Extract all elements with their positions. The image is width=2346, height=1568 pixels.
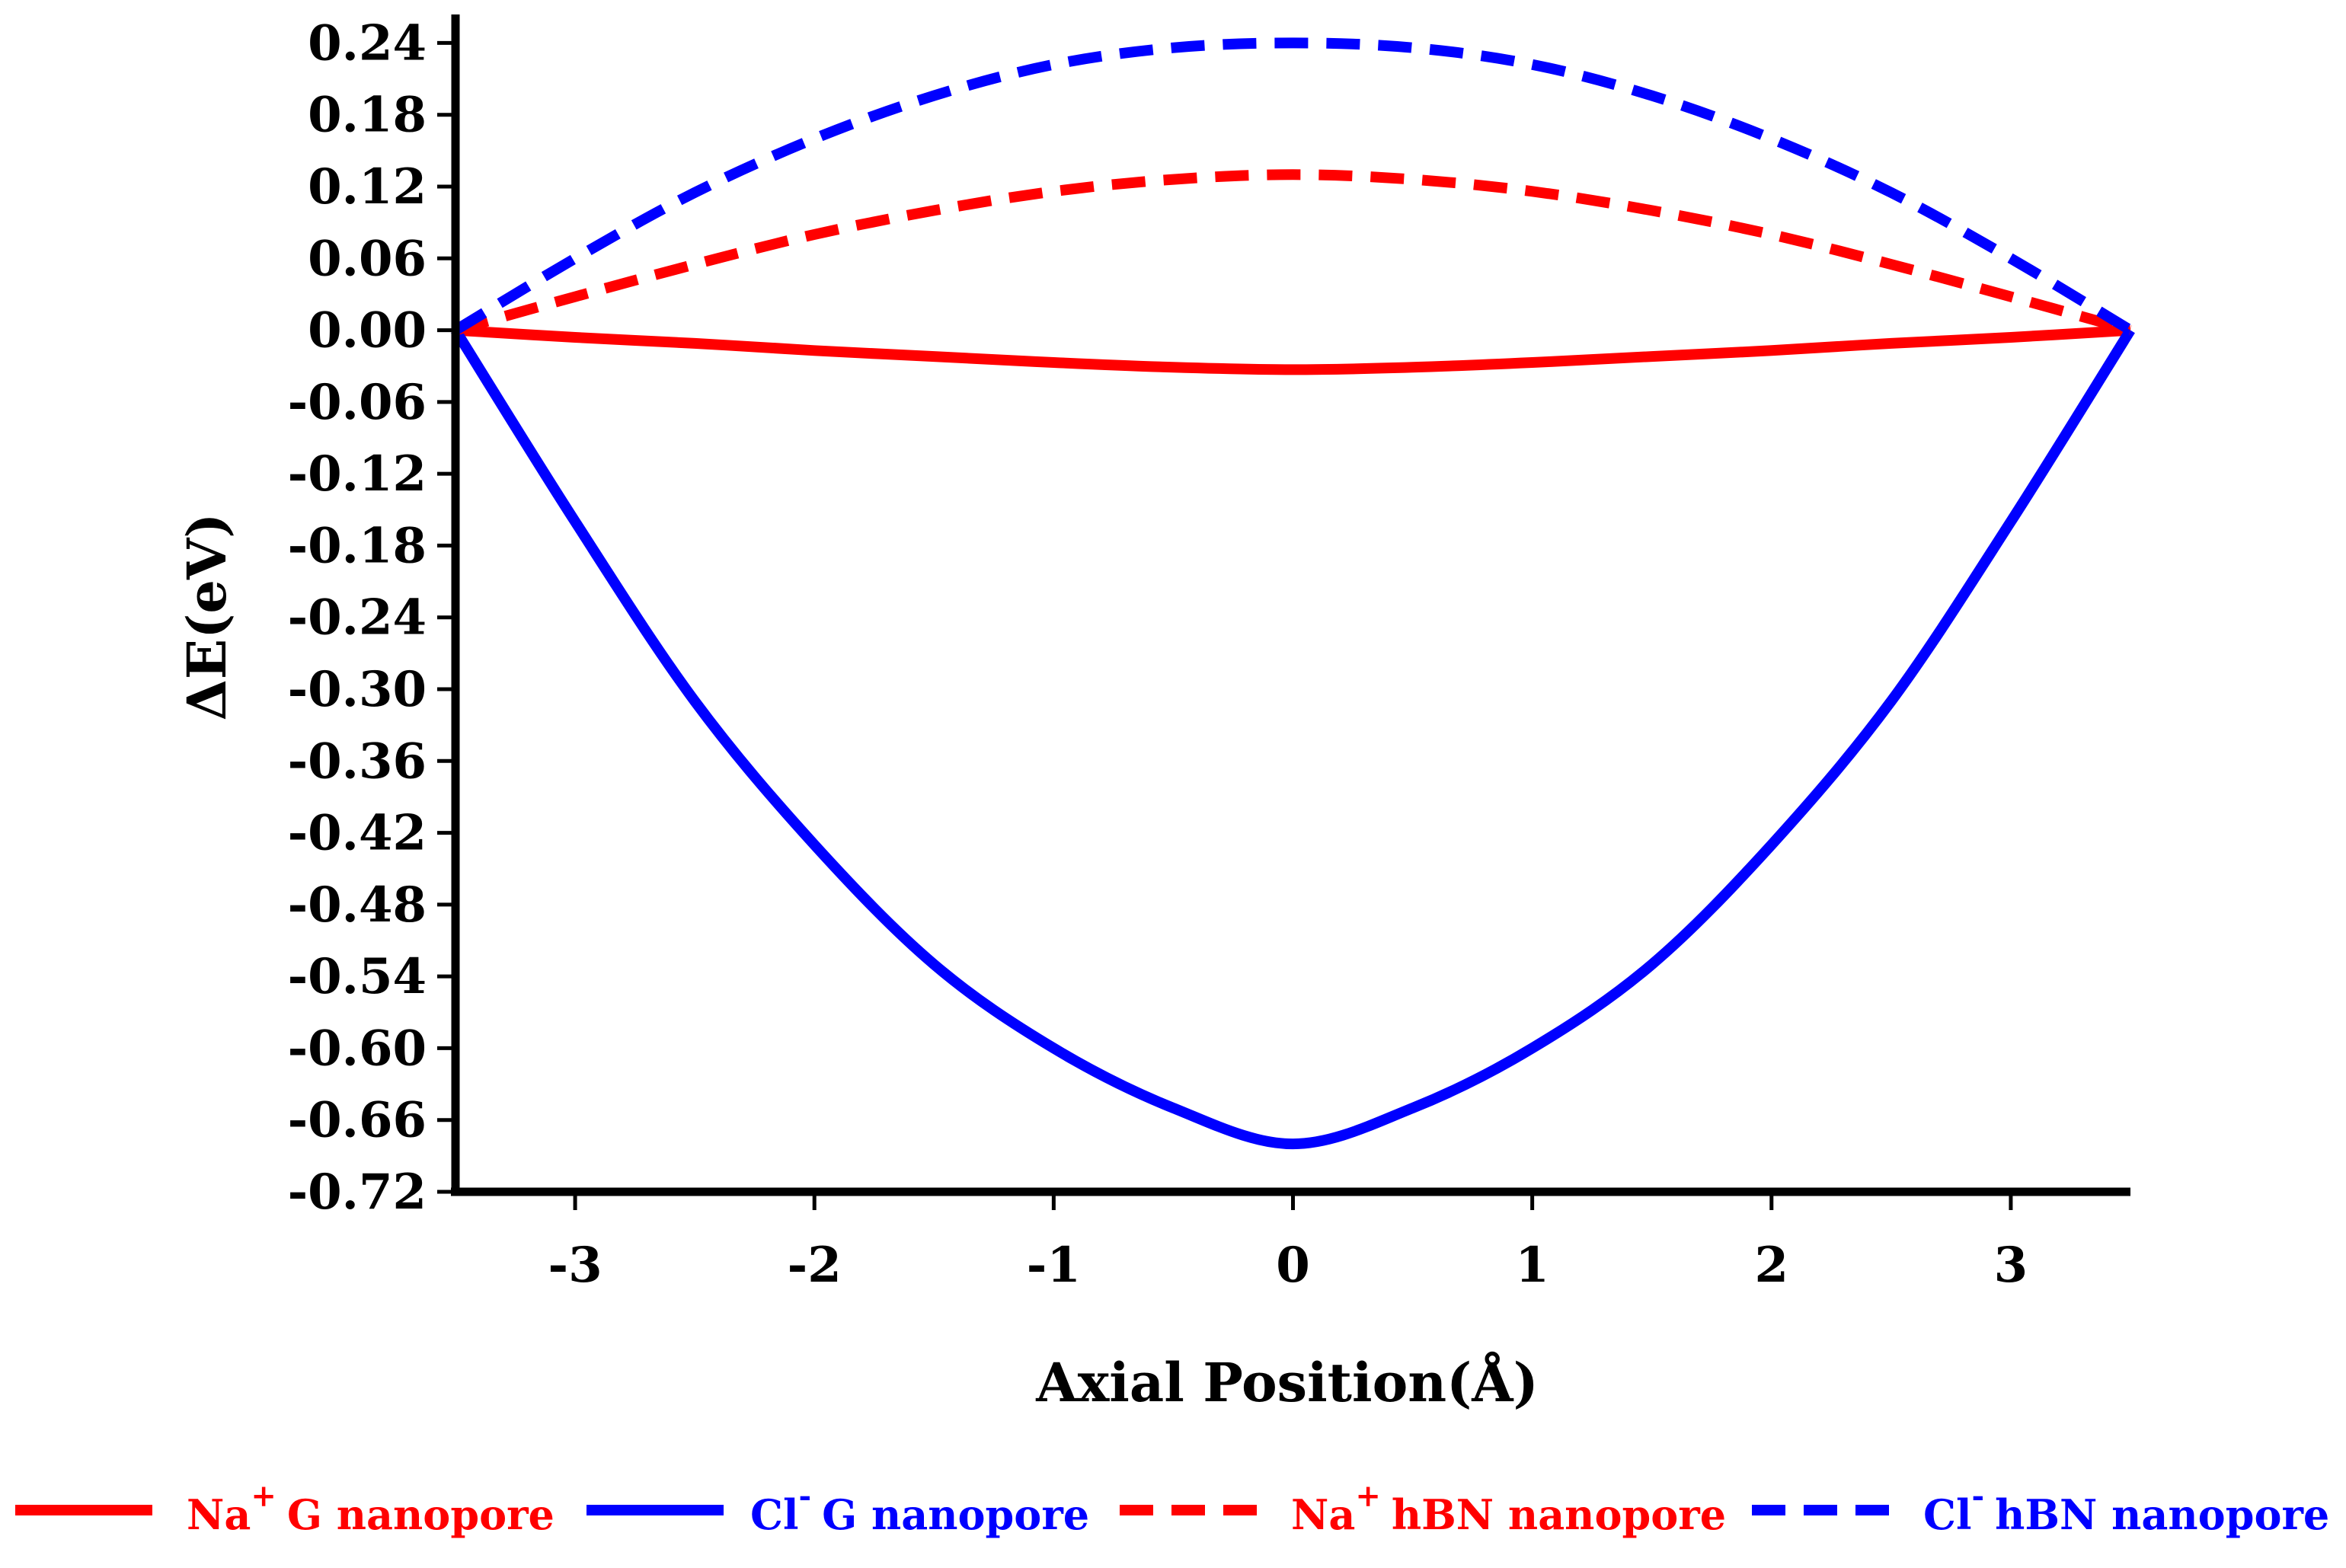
series-line-3 [454, 169, 2132, 336]
legend-charge: - [799, 1478, 812, 1514]
legend-ion: Cl [750, 1490, 799, 1539]
y-tick-label: -0.18 [288, 517, 427, 574]
legend-ion: Na [187, 1490, 251, 1539]
legend-ion: Cl [1923, 1490, 1972, 1539]
x-tick-label: 1 [1515, 1237, 1549, 1294]
y-tick-label: -0.54 [288, 948, 427, 1005]
y-tick-label: -0.48 [288, 877, 427, 934]
y-tick-label: 0.18 [308, 87, 427, 144]
y-tick-label: -0.72 [288, 1164, 427, 1221]
legend-charge: - [1972, 1478, 1985, 1514]
y-tick-label: -0.06 [288, 374, 427, 431]
x-axis-title: Axial Position(Å) [1035, 1351, 1538, 1414]
y-tick-label: -0.30 [288, 661, 427, 718]
legend-label-3: Na+ hBN nanopore [1291, 1478, 1726, 1539]
y-tick-label: -0.60 [288, 1020, 427, 1077]
x-tick-label: -2 [788, 1237, 842, 1294]
x-tick-label: -1 [1027, 1237, 1081, 1294]
series-line-1 [455, 324, 2131, 375]
y-tick-label: 0.12 [308, 158, 427, 216]
x-tick-label: 2 [1755, 1237, 1789, 1294]
legend-series-name: G nanopore [287, 1490, 555, 1539]
legend-charge: + [1355, 1478, 1381, 1514]
axes-layer [451, 14, 2130, 1196]
legend-label-2: Cl- G nanopore [750, 1478, 1089, 1539]
series-line-4 [452, 37, 2133, 335]
x-tick-label: 0 [1276, 1237, 1310, 1294]
legend-series-name: G nanopore [822, 1490, 1089, 1539]
legend-series-name: hBN nanopore [1995, 1490, 2329, 1539]
y-tick-label: -0.24 [288, 589, 427, 647]
y-tick-label: -0.66 [288, 1092, 427, 1149]
x-tick-label: -3 [548, 1237, 602, 1294]
x-tick-label: 3 [1994, 1237, 2028, 1294]
legend-series-name: hBN nanopore [1392, 1490, 1726, 1539]
series-line-2 [451, 327, 2135, 1150]
legend-label-1: Na+ G nanopore [187, 1478, 555, 1539]
legend-label-4: Cl-hBN nanopore [1923, 1478, 2329, 1539]
y-tick-label: 0.24 [308, 14, 427, 72]
legend-charge: + [251, 1478, 276, 1514]
legend: Na+ G nanopore Cl- G nanopore Na+ hBN nanopor… [15, 1478, 2329, 1539]
y-tick-label: 0.00 [308, 302, 427, 359]
ticks-layer: 0.24 0.18 0.12 0.06 0.00 -0.06 -0.12 -0.18 -0.24… [288, 14, 2028, 1294]
series-layer [451, 37, 2135, 1150]
y-tick-label: -0.42 [288, 805, 427, 862]
legend-ion: Na [1291, 1490, 1355, 1539]
y-tick-label: -0.36 [288, 733, 427, 790]
y-tick-label: -0.12 [288, 445, 427, 503]
y-axis-title: ΔE(eV) [175, 513, 238, 721]
y-tick-label: 0.06 [308, 230, 427, 287]
